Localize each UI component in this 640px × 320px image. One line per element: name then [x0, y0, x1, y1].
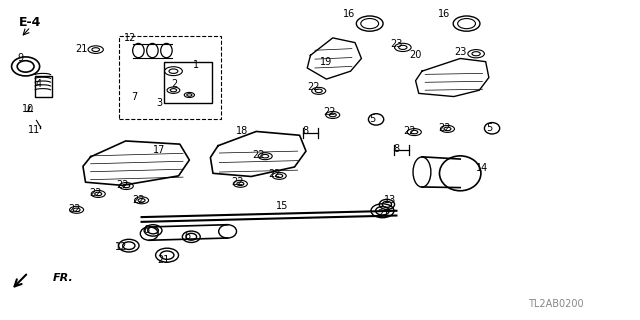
Bar — [35, 76, 52, 97]
Text: 22: 22 — [438, 123, 451, 133]
Text: 22: 22 — [268, 169, 280, 179]
Text: 6: 6 — [184, 231, 191, 241]
Text: 22: 22 — [323, 108, 336, 117]
Text: 10: 10 — [22, 104, 35, 114]
Text: 15: 15 — [276, 201, 288, 211]
Text: 22: 22 — [403, 126, 415, 136]
Text: 21: 21 — [157, 255, 170, 265]
Text: 6: 6 — [143, 225, 150, 235]
Text: 7: 7 — [131, 92, 137, 101]
Text: 9: 9 — [17, 53, 24, 63]
Text: 2: 2 — [172, 79, 178, 89]
Text: 8: 8 — [394, 144, 399, 154]
Text: 22: 22 — [132, 195, 145, 205]
Text: 22: 22 — [68, 204, 81, 214]
Text: FR.: FR. — [52, 273, 73, 283]
Text: 17: 17 — [153, 146, 166, 156]
Text: 23: 23 — [454, 47, 467, 57]
Text: 19: 19 — [320, 57, 333, 67]
Text: 22: 22 — [90, 188, 102, 198]
Text: 3: 3 — [156, 98, 163, 108]
Text: 16: 16 — [342, 9, 355, 19]
Text: 11: 11 — [28, 125, 41, 135]
Text: 20: 20 — [410, 50, 422, 60]
Text: TL2AB0200: TL2AB0200 — [528, 299, 584, 309]
Text: 5: 5 — [486, 123, 492, 133]
Text: 12: 12 — [115, 242, 127, 252]
Text: 23: 23 — [390, 39, 403, 49]
Text: 21: 21 — [75, 44, 87, 54]
Text: 5: 5 — [369, 114, 376, 124]
Text: 14: 14 — [476, 163, 488, 173]
Text: 12: 12 — [124, 33, 136, 43]
Text: 22: 22 — [252, 150, 264, 160]
Text: 18: 18 — [236, 126, 248, 136]
Text: 4: 4 — [35, 79, 42, 89]
Text: 1: 1 — [193, 60, 199, 70]
Text: 22: 22 — [231, 177, 243, 187]
Text: 22: 22 — [116, 180, 129, 190]
Text: 13: 13 — [384, 195, 396, 205]
Text: 21: 21 — [378, 209, 390, 219]
Text: E-4: E-4 — [19, 15, 41, 28]
Text: 16: 16 — [438, 9, 451, 19]
Text: 8: 8 — [302, 126, 308, 136]
Text: 22: 22 — [307, 82, 320, 92]
Bar — [164, 62, 212, 103]
Bar — [119, 36, 221, 119]
